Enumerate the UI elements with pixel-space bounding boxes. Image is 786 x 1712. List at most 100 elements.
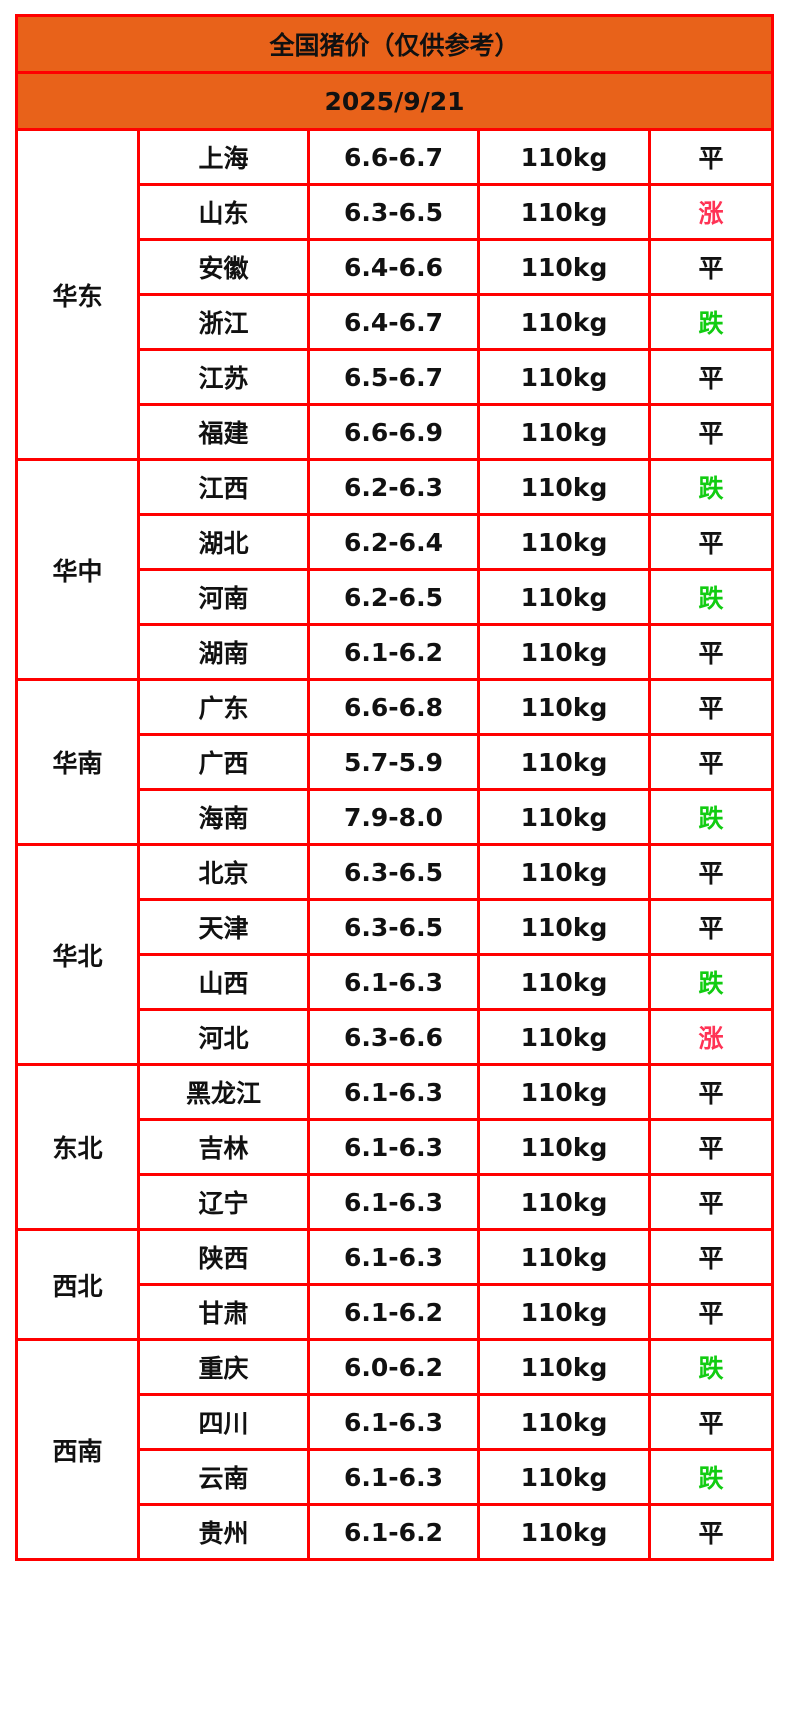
weight-cell: 110kg	[477, 1448, 651, 1506]
province-cell: 上海	[137, 128, 310, 186]
trend-cell: 跌	[647, 458, 775, 516]
weight-cell: 110kg	[477, 733, 651, 791]
weight-cell: 110kg	[477, 1173, 651, 1231]
price-cell: 6.1-6.3	[307, 1173, 480, 1231]
weight-cell: 110kg	[477, 183, 651, 241]
price-cell: 6.4-6.7	[307, 293, 480, 351]
region-cell: 西北	[15, 1228, 140, 1341]
province-cell: 河南	[137, 568, 310, 626]
table-row: 华中 江西 6.2-6.3 110kg 跌	[15, 458, 775, 681]
price-cell: 6.1-6.2	[307, 623, 480, 681]
trend-cell: 平	[647, 1503, 775, 1561]
province-cell: 重庆	[137, 1338, 310, 1396]
province-cell: 广西	[137, 733, 310, 791]
table-title: 全国猪价（仅供参考）	[14, 14, 775, 74]
price-cell: 6.1-6.3	[307, 1118, 480, 1176]
trend-cell: 平	[647, 1118, 775, 1176]
weight-cell: 110kg	[477, 1338, 651, 1396]
trend-cell: 平	[647, 898, 775, 956]
trend-cell: 平	[647, 1063, 775, 1121]
price-cell: 6.6-6.8	[307, 678, 480, 736]
table-row: 江苏 6.5-6.7 110kg 平	[17, 348, 775, 406]
table-row: 湖南 6.1-6.2 110kg 平	[17, 623, 775, 681]
trend-cell: 跌	[647, 568, 775, 626]
table-row: 浙江 6.4-6.7 110kg 跌	[17, 293, 775, 351]
weight-cell: 110kg	[477, 1283, 651, 1341]
region-cell: 华中	[15, 458, 140, 681]
region-cell: 华北	[15, 843, 140, 1066]
price-cell: 6.0-6.2	[307, 1338, 480, 1396]
trend-cell: 平	[647, 403, 775, 461]
region-cell: 东北	[15, 1063, 140, 1231]
province-cell: 云南	[137, 1448, 310, 1506]
province-cell: 辽宁	[137, 1173, 310, 1231]
table-row: 贵州 6.1-6.2 110kg 平	[17, 1503, 775, 1561]
trend-cell: 平	[647, 1228, 775, 1286]
weight-cell: 110kg	[477, 953, 651, 1011]
table-row: 华北 北京 6.3-6.5 110kg 平	[15, 843, 775, 1066]
province-cell: 海南	[137, 788, 310, 846]
table-row: 华南 广东 6.6-6.8 110kg 平	[15, 678, 775, 846]
weight-cell: 110kg	[477, 1008, 651, 1066]
trend-cell: 跌	[647, 788, 775, 846]
province-cell: 湖北	[137, 513, 310, 571]
price-cell: 6.1-6.3	[307, 1393, 480, 1451]
trend-cell: 跌	[647, 953, 775, 1011]
pig-price-table: 全国猪价（仅供参考） 2025/9/21 华东 上海 6.6-6.7 110kg 平山东…	[14, 14, 775, 1561]
weight-cell: 110kg	[477, 348, 651, 406]
trend-cell: 平	[647, 348, 775, 406]
weight-cell: 110kg	[477, 898, 651, 956]
price-cell: 6.1-6.3	[307, 953, 480, 1011]
province-cell: 北京	[137, 843, 310, 901]
province-cell: 陕西	[137, 1228, 310, 1286]
table-row: 云南 6.1-6.3 110kg 跌	[17, 1448, 775, 1506]
province-cell: 福建	[137, 403, 310, 461]
table-row: 西北 陕西 6.1-6.3 110kg 平	[15, 1228, 775, 1341]
region-cell: 华南	[15, 678, 140, 846]
trend-cell: 平	[647, 1283, 775, 1341]
region-cell: 西南	[15, 1338, 140, 1561]
trend-cell: 平	[647, 128, 775, 186]
trend-cell: 平	[647, 733, 775, 791]
table-row: 福建 6.6-6.9 110kg 平	[17, 403, 775, 461]
table-row: 辽宁 6.1-6.3 110kg 平	[17, 1173, 775, 1231]
weight-cell: 110kg	[477, 1393, 651, 1451]
province-cell: 河北	[137, 1008, 310, 1066]
trend-cell: 跌	[647, 1448, 775, 1506]
weight-cell: 110kg	[477, 403, 651, 461]
price-cell: 6.2-6.5	[307, 568, 480, 626]
table-row: 河南 6.2-6.5 110kg 跌	[17, 568, 775, 626]
trend-cell: 涨	[647, 183, 775, 241]
price-cell: 6.2-6.3	[307, 458, 480, 516]
price-cell: 6.3-6.5	[307, 843, 480, 901]
price-cell: 6.1-6.3	[307, 1448, 480, 1506]
region-cell: 华东	[15, 128, 140, 461]
trend-cell: 平	[647, 678, 775, 736]
province-cell: 安徽	[137, 238, 310, 296]
price-cell: 6.6-6.9	[307, 403, 480, 461]
table-row: 吉林 6.1-6.3 110kg 平	[17, 1118, 775, 1176]
table-row: 海南 7.9-8.0 110kg 跌	[17, 788, 775, 846]
trend-cell: 平	[647, 1173, 775, 1231]
weight-cell: 110kg	[477, 293, 651, 351]
price-cell: 6.6-6.7	[307, 128, 480, 186]
weight-cell: 110kg	[477, 128, 651, 186]
trend-cell: 平	[647, 513, 775, 571]
province-cell: 吉林	[137, 1118, 310, 1176]
price-cell: 6.1-6.3	[307, 1228, 480, 1286]
price-cell: 6.3-6.6	[307, 1008, 480, 1066]
table-row: 山西 6.1-6.3 110kg 跌	[17, 953, 775, 1011]
province-cell: 山东	[137, 183, 310, 241]
weight-cell: 110kg	[477, 1063, 651, 1121]
province-cell: 甘肃	[137, 1283, 310, 1341]
price-cell: 7.9-8.0	[307, 788, 480, 846]
weight-cell: 110kg	[477, 843, 651, 901]
province-cell: 黑龙江	[137, 1063, 310, 1121]
table-row: 甘肃 6.1-6.2 110kg 平	[17, 1283, 775, 1341]
province-cell: 四川	[137, 1393, 310, 1451]
trend-cell: 涨	[647, 1008, 775, 1066]
weight-cell: 110kg	[477, 458, 651, 516]
table-row: 湖北 6.2-6.4 110kg 平	[17, 513, 775, 571]
price-cell: 6.3-6.5	[307, 898, 480, 956]
trend-cell: 跌	[647, 1338, 775, 1396]
